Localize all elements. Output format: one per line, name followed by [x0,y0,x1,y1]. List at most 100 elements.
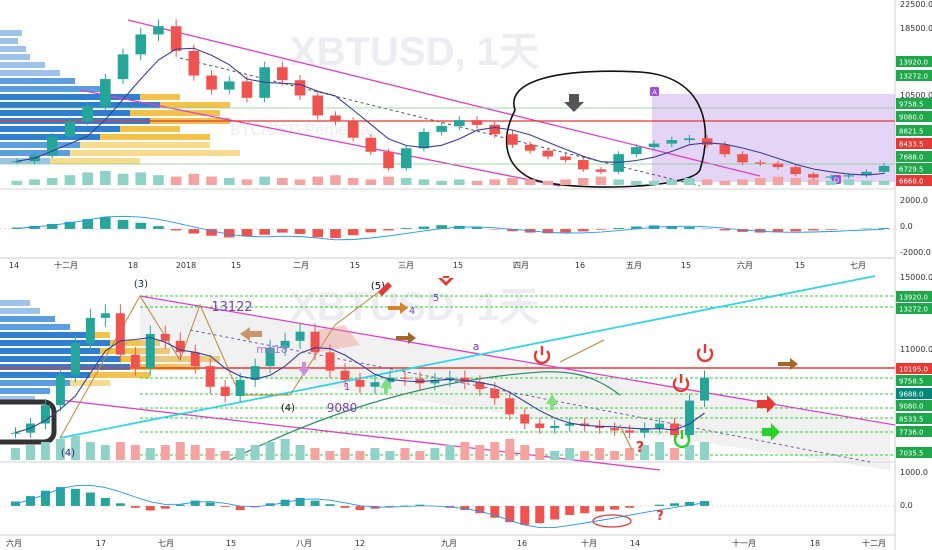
candle-body [46,136,58,156]
volume-bar [400,178,412,185]
x-tick-label: 15 [681,261,691,270]
macd-bar [754,229,766,233]
candle-body [82,106,93,122]
volume-bar [347,178,359,185]
x-tick-label: 15 [350,261,360,270]
x-tick-label: 15 [453,261,463,270]
bottom-channel-lower [59,399,661,471]
candle-body [580,423,590,426]
volume-bar [430,448,440,460]
volume-bar [385,451,395,460]
macd-bar [25,496,35,506]
top-channel-mid [179,57,701,187]
volume-bar [400,448,410,460]
candle-body [719,144,731,155]
price-label-text: 7035.5 [899,450,924,458]
macd-bar [471,227,483,229]
candle-body [577,160,589,170]
volume-bar [843,179,855,185]
volume-bar [670,448,680,460]
bottom-trendline-cyan [59,275,876,439]
volume-bar [825,180,837,185]
candle-body [220,386,230,396]
volume-bar [170,176,182,185]
price-label-text: 13920.0 [899,294,928,302]
candle-body [400,148,412,169]
text-annotation: 13122 [211,300,252,315]
candle-body [330,115,341,122]
volume-bar [666,179,678,185]
candle-body [610,428,620,431]
macd-bar [460,506,470,511]
macd-bar [355,506,365,511]
candle-body [613,154,624,172]
macd-bar [160,506,170,509]
volume-bar [719,180,731,185]
x-tick-label: 八月 [296,539,312,548]
bottom-macd [0,484,895,529]
volume-bar [535,448,545,460]
macd-bar [82,219,93,229]
volume-bar [340,448,350,460]
price-label-box [896,413,932,424]
volume-bar [190,445,200,460]
top-channel-lower [79,89,561,187]
volume-bar [294,179,306,185]
candle-body [145,333,155,369]
macd-bar [259,229,270,235]
macd-bar [684,227,695,229]
volume-bar [145,448,155,460]
macd-bar [655,504,665,506]
candle-body [737,154,748,163]
macd-bar [340,506,350,508]
volume-bar [40,442,50,460]
tan-left-arrow-icon [240,327,262,341]
candle-body [542,150,554,157]
macd-bar [130,506,140,508]
candle-body [700,377,710,401]
x-tick-label: 七月 [158,539,174,548]
macd-tick-label: -2000.0 [900,248,931,257]
macd-bar [294,229,306,235]
volume-bar [701,179,713,185]
volume-bar [610,451,620,460]
macd-bar [475,506,485,514]
candle-body [100,313,110,318]
price-label-box [896,70,932,81]
macd-bar [40,490,50,506]
price-label-box [896,375,932,386]
candle-body [631,147,642,155]
macd-bar [625,506,635,508]
x-tick-label: 2018 [176,261,196,270]
macd-bar [188,229,200,234]
volume-bar [471,180,483,185]
macd-bar [505,506,515,523]
macd-bar [613,227,624,229]
x-tick-label: 15 [795,261,805,270]
candle-body [701,138,713,145]
macd-bar [550,506,560,520]
volume-bar [684,178,695,185]
candle-body [560,156,571,161]
red-right-arrow-icon [757,395,776,413]
candle-body [400,377,410,379]
macd-bar [595,506,605,512]
volume-bar [70,436,80,460]
candle-body [454,120,465,126]
volume-bar [625,448,635,460]
macd-bar [11,227,23,229]
volume-bar [878,180,890,185]
candle-body [535,423,545,429]
price-label-text: 8433.5 [899,141,924,149]
price-label-box [896,303,932,314]
macd-bar [135,222,147,229]
candle-body [10,432,20,434]
candle-body [117,54,129,80]
macd-bar [737,229,748,232]
brown-right-arrow-icon [396,332,416,344]
volume-bar [772,176,784,185]
x-tick-label: 15 [231,261,241,270]
price-label-text: 6668.0 [899,178,924,186]
macd-tick-label: 0.0 [900,222,913,231]
macd-bar [595,229,607,230]
